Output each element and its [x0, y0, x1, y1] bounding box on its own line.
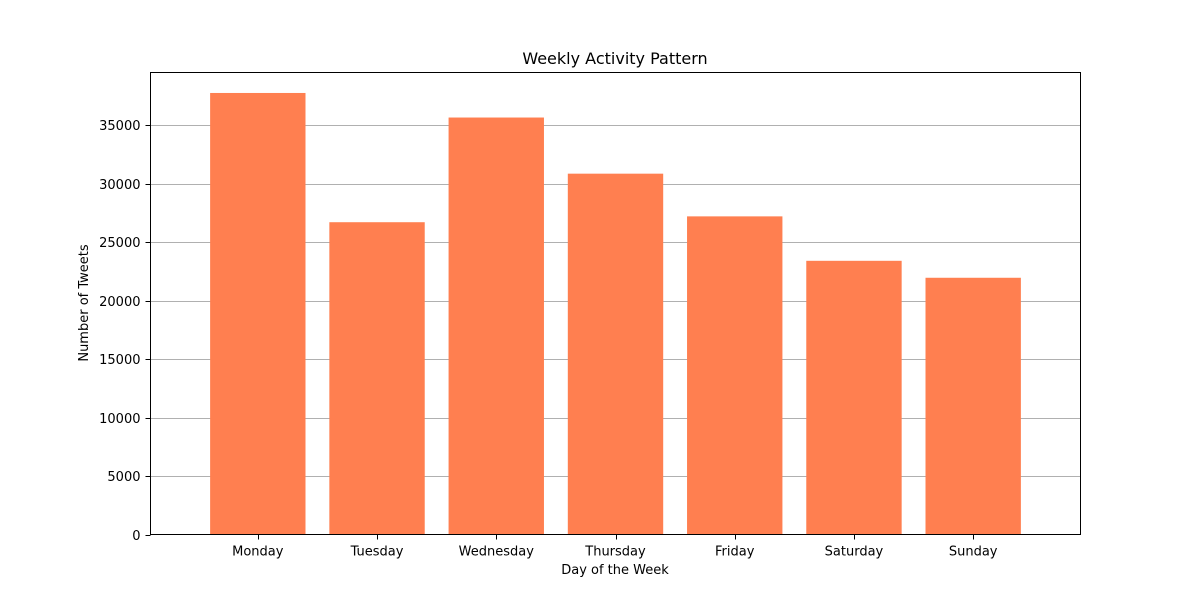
x-tick-label: Monday — [232, 545, 284, 560]
y-tick-label: 5000 — [107, 470, 140, 485]
y-tick-label: 10000 — [99, 412, 140, 427]
y-axis-ticks: 0 5000 10000 15000 20000 25000 30000 35000 — [99, 119, 151, 544]
chart-title: Weekly Activity Pattern — [522, 49, 707, 68]
bar-saturday — [806, 260, 902, 535]
y-axis-label: Number of Tweets — [77, 244, 92, 362]
x-tick-label: Sunday — [949, 545, 998, 560]
bar-wednesday — [448, 117, 544, 535]
x-tick-label: Tuesday — [350, 545, 404, 560]
bar-thursday — [567, 173, 664, 535]
y-tick-label: 15000 — [99, 353, 140, 368]
y-tick-label: 30000 — [99, 178, 140, 193]
bars — [210, 92, 1021, 535]
bar-tuesday — [329, 222, 425, 535]
y-tick-label: 0 — [132, 529, 140, 544]
x-axis-label: Day of the Week — [561, 563, 669, 578]
x-tick-label: Saturday — [825, 545, 884, 560]
y-tick-label: 20000 — [99, 295, 140, 310]
x-tick-label: Wednesday — [459, 545, 535, 560]
y-tick-label: 35000 — [99, 119, 140, 134]
y-tick-label: 25000 — [99, 236, 140, 251]
bar-friday — [687, 216, 783, 535]
x-axis-ticks: Monday Tuesday Wednesday Thursday Friday Satu… — [232, 534, 998, 560]
x-tick-label: Thursday — [584, 545, 646, 560]
x-tick-label: Friday — [715, 545, 755, 560]
plot-frame — [150, 72, 1081, 535]
bar-sunday — [925, 277, 1021, 535]
bar-monday — [210, 92, 306, 535]
